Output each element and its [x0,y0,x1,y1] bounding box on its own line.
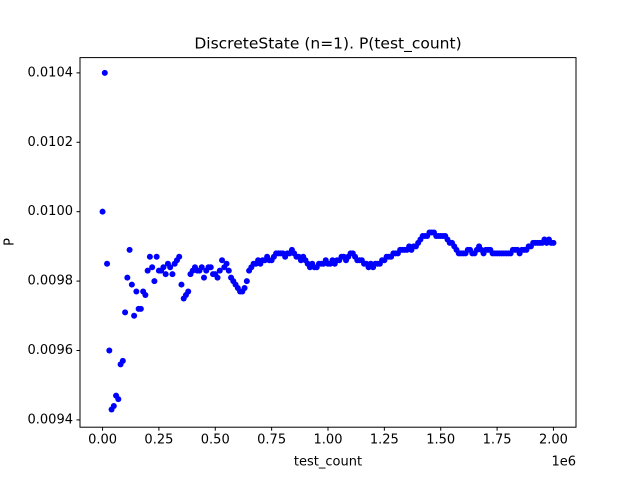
x-tick-label: 0.00 [88,433,117,448]
point [219,257,226,264]
point [101,69,108,76]
point [223,260,230,267]
point [106,347,113,354]
point [214,274,221,281]
point [149,264,156,271]
x-tick-label: 0.75 [257,433,286,448]
point [119,357,126,364]
x-tick-label: 1.75 [483,433,512,448]
point [126,246,133,253]
point [142,291,149,298]
point [133,288,140,295]
point [201,274,207,281]
point [122,309,129,316]
point [169,271,176,278]
point [153,253,160,260]
point [207,264,214,271]
point [128,281,135,288]
point [151,278,158,285]
x-tick-label: 0.25 [144,433,173,448]
y-tick-label: 0.0098 [28,274,74,289]
point [144,267,151,274]
point [160,264,167,271]
x-axis-label: test_count [294,455,362,470]
point [110,403,117,410]
x-offset-label: 1e6 [551,455,576,470]
point [241,285,248,292]
y-axis-label: P [3,238,18,246]
point [178,281,185,288]
point [216,267,223,274]
point [104,260,111,267]
point [124,274,131,281]
point [185,288,192,295]
point [225,267,232,274]
y-tick-label: 0.0100 [28,204,74,219]
y-tick-label: 0.0104 [28,65,74,80]
point [176,253,183,260]
point [146,253,153,260]
y-tick-label: 0.0096 [28,343,74,358]
point [131,312,138,319]
point [243,278,250,285]
point [550,239,557,246]
x-tick-label: 1.25 [370,433,399,448]
chart-title: DiscreteState (n=1). P(test_count) [194,35,461,54]
x-tick-label: 0.50 [201,433,230,448]
x-tick-label: 2.00 [539,433,568,448]
point [167,264,174,271]
x-tick-label: 1.00 [314,433,343,448]
point [115,396,122,403]
y-tick-label: 0.0094 [28,412,74,427]
point [162,271,169,278]
point [99,208,106,215]
x-tick-label: 1.50 [426,433,455,448]
point [137,305,144,312]
point [198,264,205,271]
y-tick-label: 0.0102 [28,135,74,150]
